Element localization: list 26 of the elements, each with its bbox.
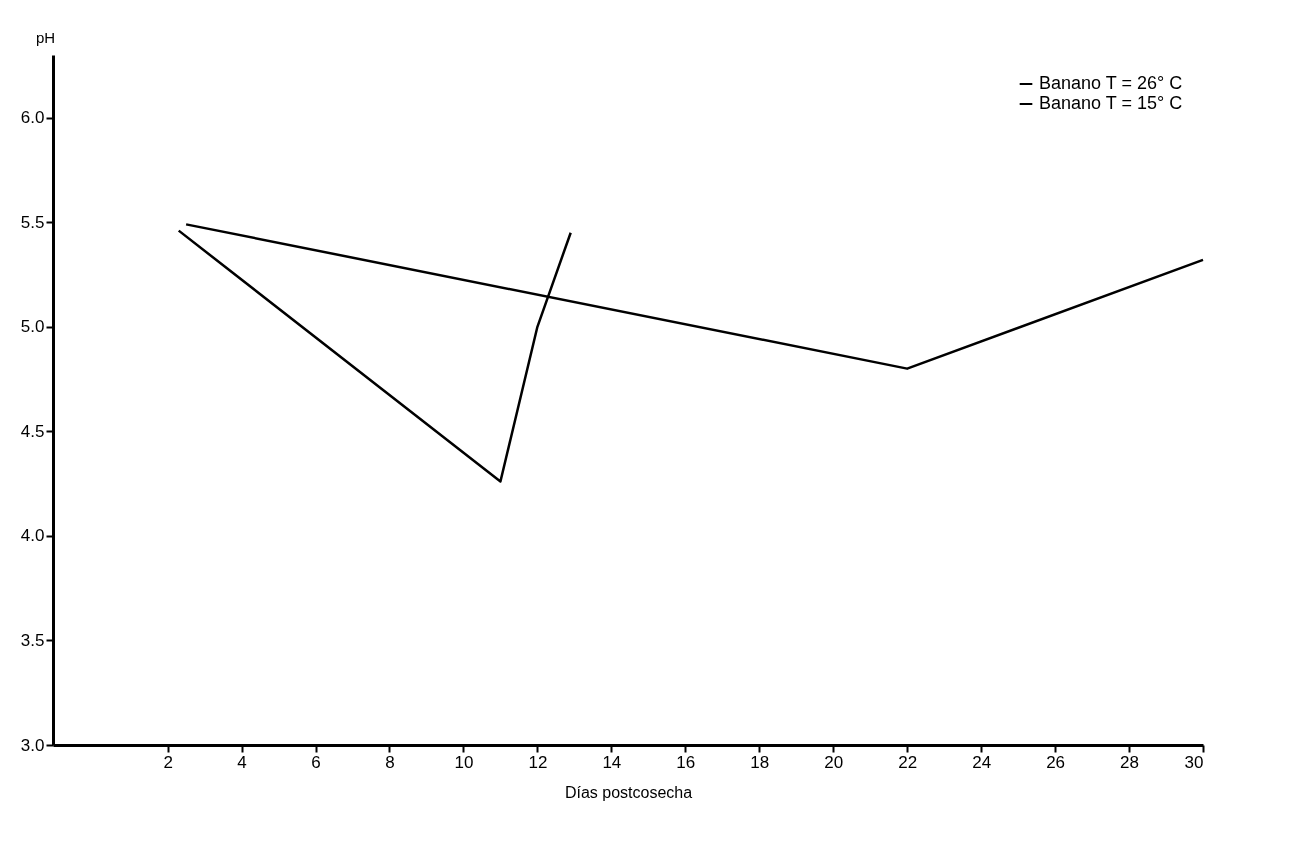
- y-tick-label: 3.5: [20, 630, 45, 650]
- y-tick-label: 4.0: [20, 526, 45, 546]
- x-tick-label: 16: [676, 752, 696, 772]
- x-tick-label: 24: [972, 752, 992, 772]
- x-tick-label: 10: [454, 752, 474, 772]
- legend-label: Banano T = 26° C: [1039, 73, 1183, 93]
- x-tick-label: 6: [311, 752, 321, 772]
- y-tick-label: 6.0: [20, 108, 45, 128]
- x-tick-label: 2: [163, 752, 173, 772]
- x-tick-label: 28: [1120, 752, 1140, 772]
- y-tick-label: 5.0: [20, 317, 45, 337]
- legend-label: Banano T = 15° C: [1039, 93, 1183, 113]
- y-axis-title: pH: [35, 28, 56, 46]
- x-tick-label: 4: [237, 752, 247, 772]
- x-axis-title: Días postcosecha: [564, 783, 693, 801]
- x-tick-label: 22: [898, 752, 918, 772]
- y-tick-label: 5.5: [20, 212, 45, 232]
- x-tick-label: 20: [824, 752, 844, 772]
- y-tick-label: 3.0: [20, 735, 45, 755]
- x-tick-label: 18: [750, 752, 770, 772]
- x-tick-label: 26: [1046, 752, 1066, 772]
- y-tick-label: 4.5: [20, 421, 45, 441]
- x-tick-label: 8: [385, 752, 395, 772]
- x-tick-label: 30: [1184, 752, 1204, 772]
- x-tick-label: 14: [602, 752, 622, 772]
- x-tick-label: 12: [528, 752, 548, 772]
